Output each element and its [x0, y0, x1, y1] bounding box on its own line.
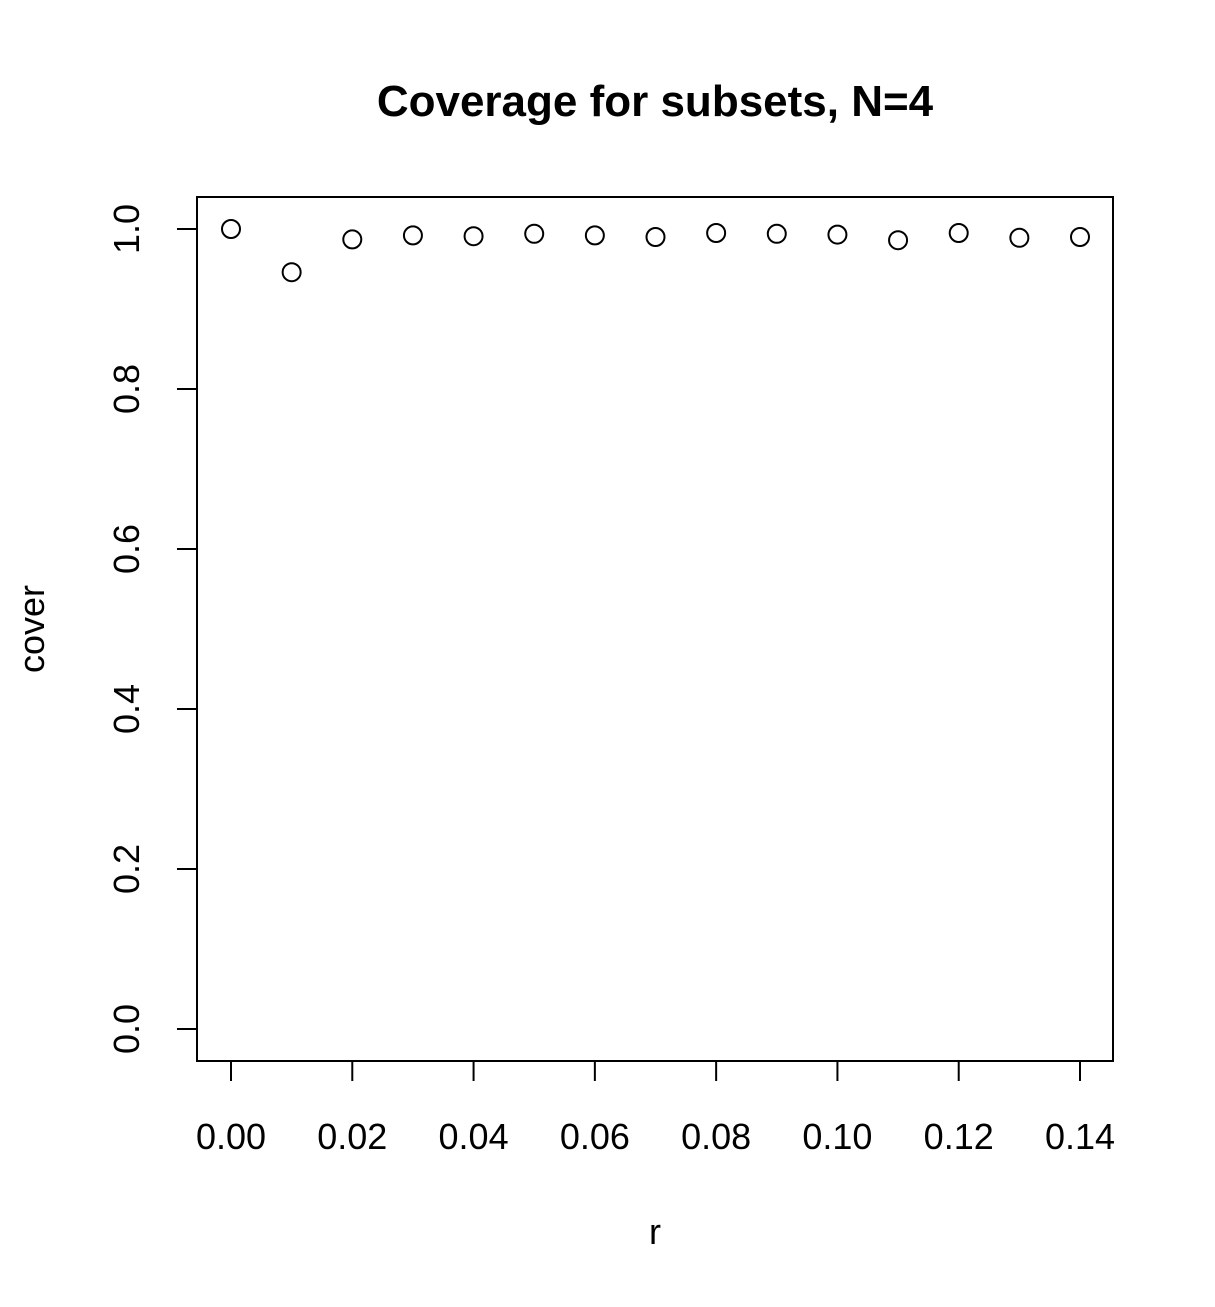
data-point	[584, 225, 605, 246]
x-tick-label: 0.10	[802, 1116, 872, 1157]
x-tick-label: 0.06	[560, 1116, 630, 1157]
data-point	[1070, 227, 1090, 247]
y-tick-label: 1.0	[106, 204, 147, 254]
y-tick-label: 0.4	[106, 684, 147, 734]
data-point	[281, 262, 302, 283]
data-point	[948, 223, 969, 243]
data-point	[706, 223, 727, 243]
data-points	[221, 219, 1090, 283]
y-axis: 0.0 0.2 0.4 0.6 0.8 1.0	[106, 204, 198, 1054]
x-tick-label: 0.14	[1045, 1116, 1115, 1157]
chart-title: Coverage for subsets, N=4	[377, 77, 934, 126]
y-tick-label: 0.6	[106, 524, 147, 574]
data-point	[827, 224, 848, 245]
data-point	[766, 223, 787, 244]
data-point	[402, 225, 423, 246]
plot-frame	[196, 196, 1114, 1062]
data-point	[221, 219, 241, 239]
data-point	[1009, 227, 1030, 248]
x-tick-label: 0.04	[439, 1116, 509, 1157]
data-point	[888, 230, 909, 251]
data-point	[463, 226, 484, 247]
x-tick-label: 0.08	[681, 1116, 751, 1157]
y-axis-label: cover	[11, 585, 52, 673]
x-axis: 0.00 0.02 0.04 0.06 0.08 0.10 0.12 0.14	[196, 1060, 1115, 1157]
data-point	[524, 223, 545, 244]
y-tick-label: 0.8	[106, 364, 147, 414]
x-tick-label: 0.12	[924, 1116, 994, 1157]
y-tick-label: 0.2	[106, 844, 147, 894]
x-axis-label: r	[649, 1211, 661, 1252]
data-point	[342, 229, 363, 250]
y-tick-label: 0.0	[106, 1004, 147, 1054]
x-tick-label: 0.00	[196, 1116, 266, 1157]
data-point	[645, 227, 666, 247]
x-tick-label: 0.02	[317, 1116, 387, 1157]
